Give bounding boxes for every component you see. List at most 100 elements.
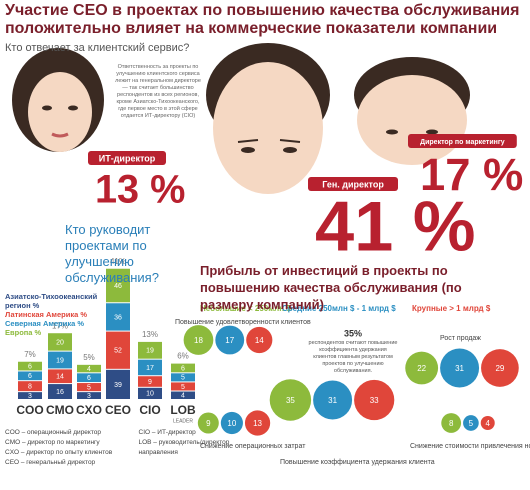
abbreviations: COO – операционный директор CMO – директо… (5, 428, 265, 468)
segment-label: 3 (87, 393, 91, 400)
x-tick-label: CEO (105, 403, 131, 417)
x-tick-label: COO (16, 403, 43, 417)
title: Участие CEO в проектах по повышению каче… (5, 2, 530, 38)
x-tick-label: CXO (76, 403, 102, 417)
bubble (244, 410, 271, 436)
legend-entry: Европа % (5, 328, 42, 337)
total-label: 7% (24, 350, 36, 359)
total-label: 41% (110, 257, 126, 266)
bubble (441, 413, 462, 433)
bar-title: Кто руководит проектами по улучшению обс… (65, 222, 159, 285)
bar-segment (171, 382, 195, 391)
group-label: Снижение стоимости привлечения новых кли… (410, 443, 530, 450)
total-label: 5% (83, 353, 95, 362)
bar-segment (48, 351, 72, 369)
segment-label: 39 (114, 382, 122, 389)
segment-label: 5 (181, 375, 185, 382)
segment-label: 8 (28, 384, 32, 391)
abbreviation: CIO – ИТ-директор (138, 429, 196, 436)
group-label: Снижение операционных затрат (200, 443, 306, 450)
bubble (269, 379, 312, 421)
role-label: Директор по маркетингу (420, 139, 505, 146)
segment-label: 19 (146, 348, 154, 355)
bar-segment (138, 376, 162, 387)
abbreviation: CEO – генеральный директор (5, 459, 96, 466)
bar-segment (171, 391, 195, 399)
total-label: 6% (177, 352, 189, 361)
segment-label: 36 (114, 314, 122, 321)
bar-segment (18, 361, 42, 371)
bar-segment (77, 364, 101, 373)
bubble-label: 33 (370, 396, 379, 405)
legend-entry: Крупные > 1 млрд $ (412, 304, 491, 313)
face-ceo (206, 43, 330, 194)
bubble-label: 31 (455, 364, 464, 373)
bubble (246, 326, 273, 354)
segment-label: 16 (56, 389, 64, 396)
legend-entry: Небольшие < 250млн $ (200, 304, 291, 313)
legend-entry: Северная Америка % (5, 319, 85, 328)
bubble-label: 13 (253, 419, 262, 428)
bubble-label: 29 (495, 364, 504, 373)
segment-label: 52 (114, 348, 122, 355)
bubble (183, 325, 214, 355)
bubble (197, 412, 219, 434)
bar-segment (138, 359, 162, 376)
bubble-label: 18 (194, 336, 203, 345)
abbreviation: CXO – директор по опыту клиентов (5, 449, 113, 456)
annotation-text: респондентов считают повышение коэффицие… (308, 340, 398, 374)
bubble-label: 17 (225, 336, 234, 345)
subtitle: Кто отвечает за клиентский сервис? (5, 42, 190, 54)
segment-label: 46 (114, 283, 122, 290)
bubble (215, 325, 245, 355)
bar-segment (138, 387, 162, 399)
role-badge (408, 134, 517, 148)
x-tick-label: CMO (46, 403, 74, 417)
total-label: 13% (142, 330, 158, 339)
title-line: Участие CEO в проектах по повышению каче… (5, 2, 520, 19)
bubble-label: 14 (255, 336, 264, 345)
role-label: Ген. директор (322, 179, 384, 189)
abbreviation: LOB – руководитель/директор направления (138, 439, 230, 456)
bar-segment (106, 268, 130, 303)
segment-label: 4 (87, 366, 91, 373)
segment-label: 6 (87, 375, 91, 382)
bubble-label: 9 (206, 419, 211, 428)
group-label: Повышение коэффициента удержания клиента (280, 459, 435, 466)
bar-segment (48, 384, 72, 399)
bar-segment (77, 383, 101, 392)
bar-legend: Азиатско-Тихоокеанский регион % Латинская… (5, 292, 115, 337)
group-label: Повышение удовлетворенности клиентов (175, 319, 311, 326)
bar-segment (77, 373, 101, 383)
bar-segment (18, 371, 42, 381)
percent: 17 % (420, 149, 523, 200)
bubble (354, 379, 395, 421)
segment-label: 9 (148, 379, 152, 386)
title-line: положительно влияет на коммерческие пока… (5, 20, 498, 37)
group-label: Рост продаж (440, 335, 481, 342)
bubble (405, 351, 439, 385)
segment-label: 3 (28, 393, 32, 400)
segment-label: 6 (28, 363, 32, 370)
bar-segment (48, 333, 72, 351)
bubble (440, 348, 480, 388)
bubble-label: 31 (328, 396, 337, 405)
x-tick-sublabel: LEADER (173, 418, 193, 424)
segment-label: 5 (87, 384, 91, 391)
bubble-label: 22 (417, 364, 426, 373)
bubble (481, 349, 519, 387)
bar-segment (106, 303, 130, 331)
bubble-label: 8 (449, 419, 454, 428)
x-tick-label: LOB (170, 403, 196, 417)
bar-segment (171, 363, 195, 373)
bubble-label: 5 (469, 419, 474, 428)
bar-segment (106, 331, 130, 369)
segment-label: 14 (56, 374, 64, 381)
bar-segment (106, 369, 130, 399)
legend-entry: Средние 250млн $ - 1 млрд $ (282, 304, 396, 313)
abbreviation: CMO – директор по маркетингу (5, 439, 100, 446)
percent: 41 % (315, 187, 476, 266)
segment-label: 6 (181, 365, 185, 372)
